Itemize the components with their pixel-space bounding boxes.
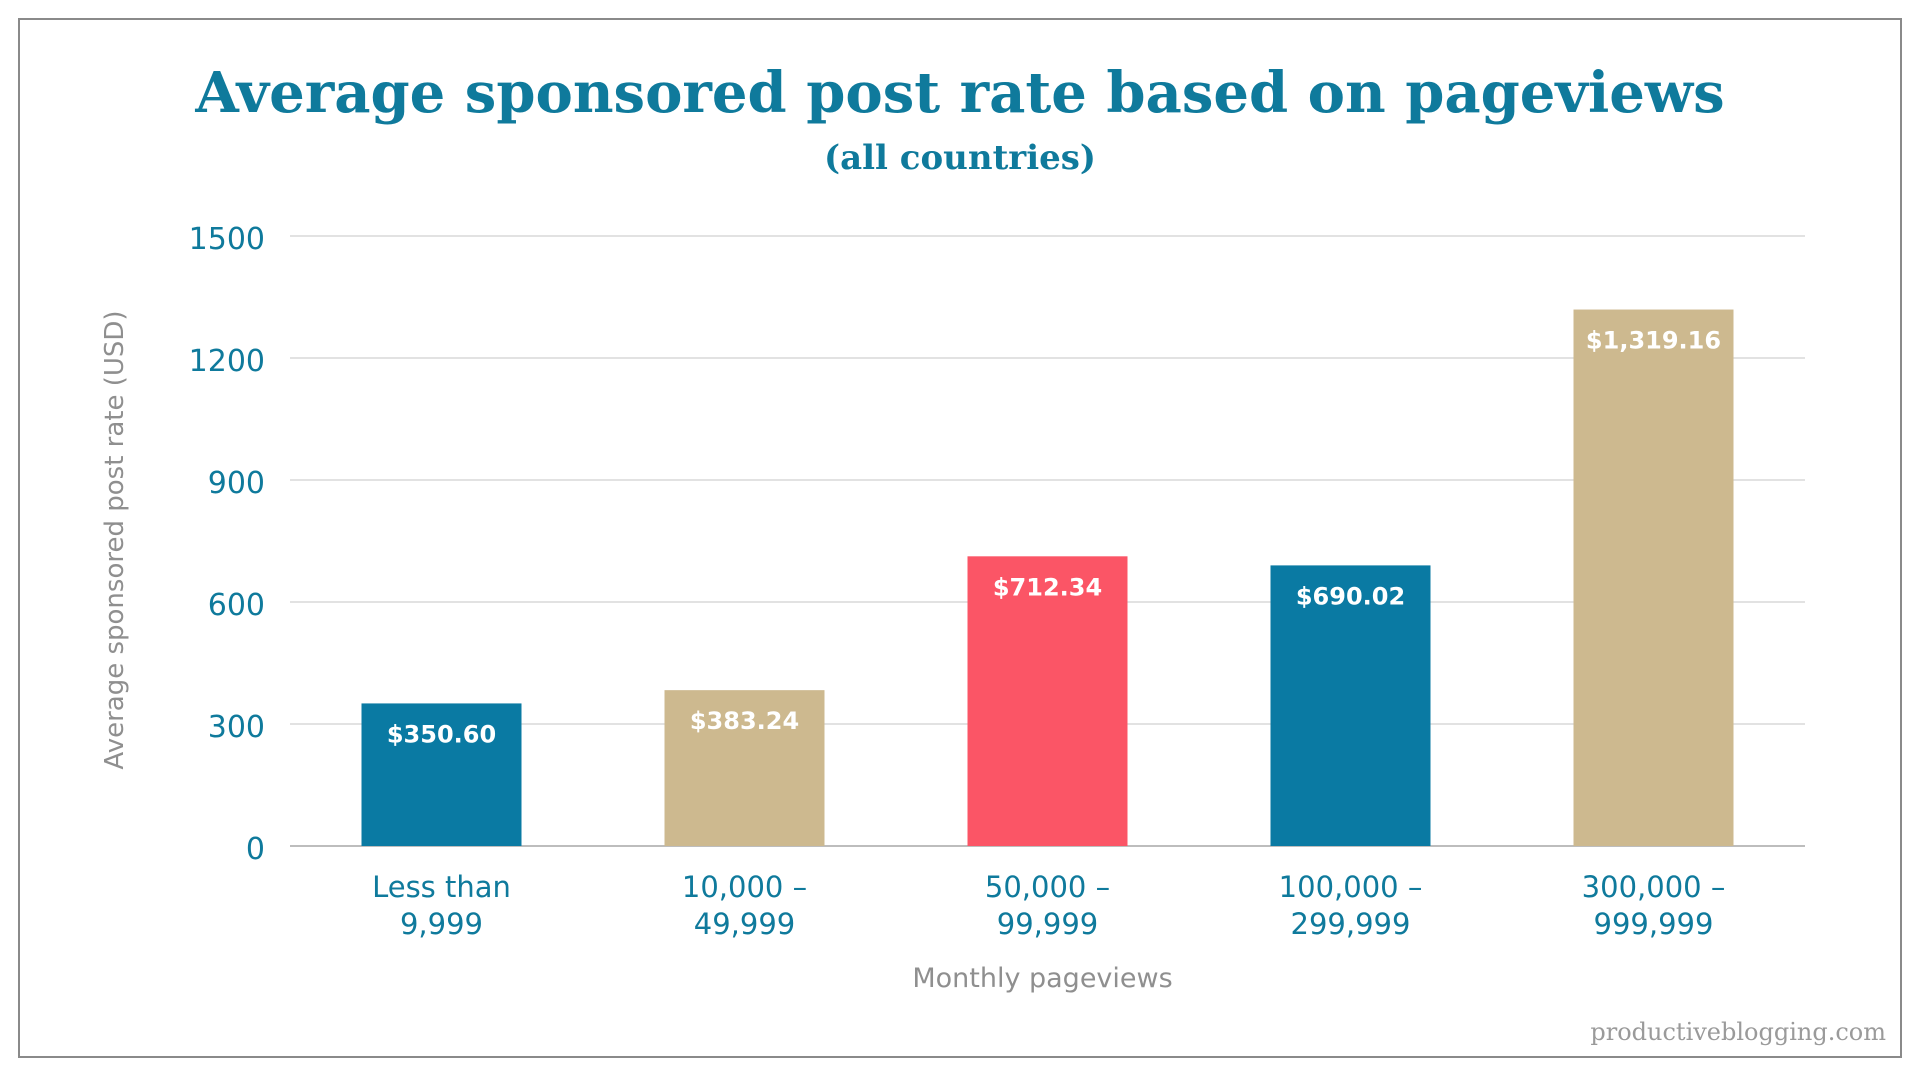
data-label: $350.60 [387, 720, 496, 748]
x-tick-label: 99,999 [997, 907, 1098, 941]
y-tick-label: 900 [208, 466, 265, 501]
data-label: $690.02 [1296, 582, 1405, 610]
y-tick-label: 600 [208, 588, 265, 623]
bar [1270, 565, 1431, 846]
y-axis-title: Average sponsored post rate (USD) [100, 310, 130, 769]
bar [361, 703, 522, 846]
x-tick-label: 50,000 – [985, 870, 1110, 904]
x-tick-label: 299,999 [1291, 907, 1411, 941]
x-tick-label: Less than [372, 870, 511, 904]
chart-subtitle: (all countries) [824, 138, 1096, 178]
data-label: $383.24 [690, 707, 799, 735]
x-tick-label: 49,999 [694, 907, 795, 941]
x-tick-label: 9,999 [400, 907, 483, 941]
x-tick-label: 10,000 – [682, 870, 807, 904]
y-tick-label: 1500 [189, 222, 265, 257]
bar [1573, 309, 1734, 846]
bar [967, 556, 1128, 846]
data-label: $1,319.16 [1586, 327, 1721, 355]
y-tick-label: 0 [246, 832, 265, 867]
bar [664, 690, 825, 846]
chart-title: Average sponsored post rate based on pag… [195, 60, 1725, 126]
x-axis-title: Monthly pageviews [912, 963, 1172, 994]
watermark: productiveblogging.com [1590, 1018, 1886, 1046]
data-label: $712.34 [993, 573, 1102, 601]
x-tick-label: 300,000 – [1582, 870, 1726, 904]
y-tick-label: 300 [208, 710, 265, 745]
y-tick-label: 1200 [189, 344, 265, 379]
x-tick-label: 999,999 [1594, 907, 1714, 941]
x-tick-label: 100,000 – [1279, 870, 1423, 904]
